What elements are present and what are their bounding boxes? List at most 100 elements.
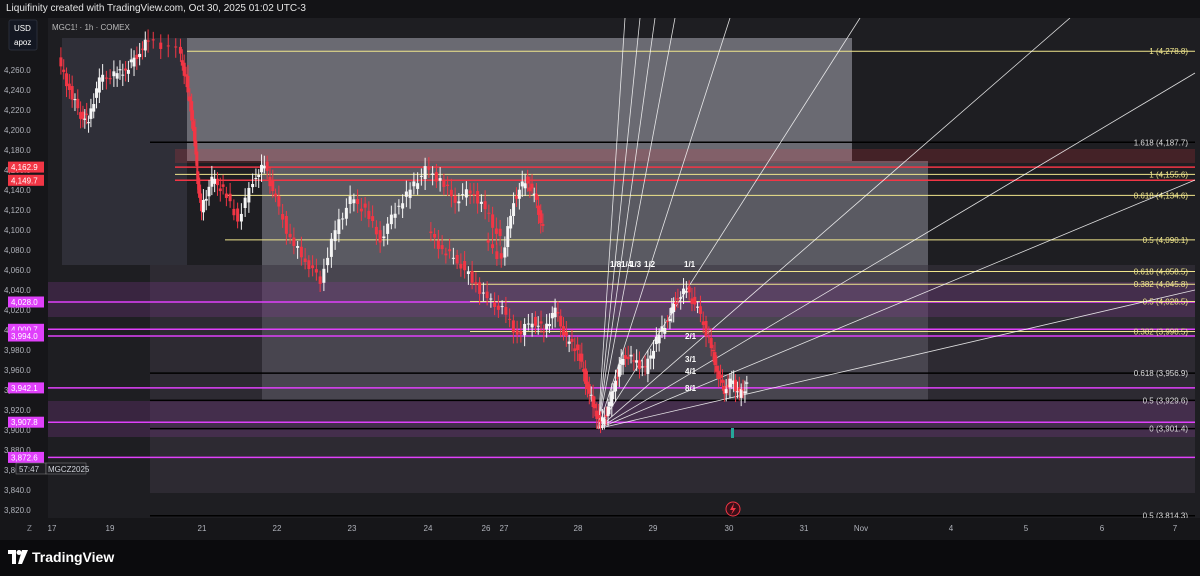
candle-body bbox=[578, 353, 582, 361]
candle-body bbox=[129, 59, 133, 63]
candle-body bbox=[619, 360, 623, 365]
candle-body bbox=[487, 212, 491, 214]
fib-label: 1.618 (4,187.7) bbox=[1134, 138, 1189, 147]
candle-body bbox=[412, 181, 416, 187]
footer: TradingView bbox=[0, 540, 1200, 576]
candle-body bbox=[416, 183, 420, 189]
candle-body bbox=[190, 101, 194, 121]
candle-body bbox=[696, 306, 700, 308]
candle-body bbox=[371, 216, 375, 222]
candle-body bbox=[468, 190, 472, 194]
candle-body bbox=[455, 254, 459, 264]
price-axis[interactable] bbox=[0, 18, 48, 518]
x-tick-label: 17 bbox=[48, 524, 57, 533]
candle-body bbox=[135, 54, 139, 59]
time-axis[interactable] bbox=[0, 518, 1200, 540]
price-badge-label: 3,907.8 bbox=[11, 418, 38, 427]
candle-body bbox=[493, 302, 497, 307]
candle-body bbox=[587, 384, 591, 394]
gann-label: 1/3 bbox=[630, 260, 642, 269]
gann-label: 1/8 bbox=[610, 260, 622, 269]
price-chart[interactable]: 1 (4,278.8) 1.618 (4,187.7) 1 (4,155.6) 0.6… bbox=[0, 18, 1200, 540]
candle-body bbox=[498, 228, 502, 237]
candle-body bbox=[429, 231, 433, 234]
candle-body bbox=[730, 380, 734, 382]
candle-body bbox=[83, 118, 87, 120]
candle-body bbox=[438, 178, 442, 181]
y-tick-label: 4,200.0 bbox=[4, 126, 31, 135]
candle-body bbox=[348, 196, 352, 204]
candle-body bbox=[564, 331, 568, 337]
candle-body bbox=[657, 335, 661, 344]
candle-body bbox=[344, 207, 348, 219]
y-tick-label: 3,840.0 bbox=[4, 486, 31, 495]
resistance-zone bbox=[175, 149, 1195, 163]
gann-label: 2/1 bbox=[685, 332, 697, 341]
candle-body bbox=[470, 271, 474, 283]
price-badge bbox=[8, 161, 44, 173]
candle-body bbox=[292, 237, 296, 246]
candle-body bbox=[481, 292, 485, 294]
candle-body bbox=[567, 341, 571, 344]
candle-body bbox=[81, 111, 85, 120]
candle-body bbox=[724, 389, 728, 394]
lightning-icon[interactable] bbox=[725, 501, 741, 517]
y-tick-label: 4,060.0 bbox=[4, 266, 31, 275]
candle-body bbox=[614, 380, 618, 392]
candle-body bbox=[178, 46, 182, 54]
y-tick-label: 4,140.0 bbox=[4, 186, 31, 195]
candle-body bbox=[322, 268, 326, 283]
gann-label: 1/4 bbox=[621, 260, 633, 269]
y-tick-label: 3,980.0 bbox=[4, 346, 31, 355]
candle-body bbox=[489, 298, 493, 300]
fib-label: 0.5 (4,028.5) bbox=[1143, 298, 1189, 307]
candle-body bbox=[281, 213, 285, 220]
candle-body bbox=[427, 168, 431, 170]
candle-body bbox=[632, 360, 636, 362]
y-tick-label: 4,120.0 bbox=[4, 206, 31, 215]
fib-label: 0.5 (4,090.1) bbox=[1143, 236, 1189, 245]
candle-body bbox=[115, 73, 119, 79]
candle-body bbox=[530, 183, 534, 189]
candle-body bbox=[247, 187, 251, 203]
candle-body bbox=[463, 261, 467, 271]
currency-box[interactable] bbox=[8, 19, 38, 51]
symbol-line: MGC1! · 1h · COMEX bbox=[52, 23, 130, 32]
candle-body bbox=[207, 186, 211, 197]
fib-label: 0.618 (4,134.6) bbox=[1134, 191, 1189, 200]
candle-body bbox=[453, 195, 457, 203]
candle-body bbox=[526, 323, 530, 325]
fib-label: 0.618 (4,058.5) bbox=[1134, 268, 1189, 277]
fib-label: 0.5 (3,929.6) bbox=[1143, 396, 1189, 405]
last-candle-marker bbox=[731, 428, 734, 438]
y-tick-label: 3,920.0 bbox=[4, 406, 31, 415]
candle-body bbox=[472, 193, 476, 196]
candle-body bbox=[159, 42, 163, 49]
y-tick-label: 4,040.0 bbox=[4, 286, 31, 295]
y-tick-label: 3,960.0 bbox=[4, 366, 31, 375]
candle-body bbox=[434, 172, 438, 182]
candle-body bbox=[486, 240, 490, 243]
scale-button[interactable]: Z bbox=[27, 524, 32, 533]
candle-body bbox=[85, 113, 89, 115]
candle-body bbox=[679, 297, 683, 299]
candle-body bbox=[92, 103, 96, 112]
candle-body bbox=[610, 391, 614, 407]
price-badge bbox=[8, 296, 44, 308]
candle-body bbox=[701, 321, 705, 325]
candle-body bbox=[341, 218, 345, 220]
candle-body bbox=[359, 208, 363, 212]
candle-body bbox=[126, 69, 130, 74]
candle-body bbox=[654, 336, 658, 345]
candle-body bbox=[444, 253, 448, 256]
price-badge bbox=[8, 451, 44, 463]
price-badge-label: 3,994.0 bbox=[11, 332, 38, 341]
candle-body bbox=[668, 318, 672, 322]
candle-body bbox=[585, 381, 589, 390]
candle-body bbox=[436, 240, 440, 249]
zone-upper bbox=[187, 38, 852, 161]
candle-body bbox=[192, 121, 196, 132]
candle-body bbox=[146, 40, 150, 42]
candle-body bbox=[515, 330, 519, 335]
candle-body bbox=[646, 358, 650, 374]
